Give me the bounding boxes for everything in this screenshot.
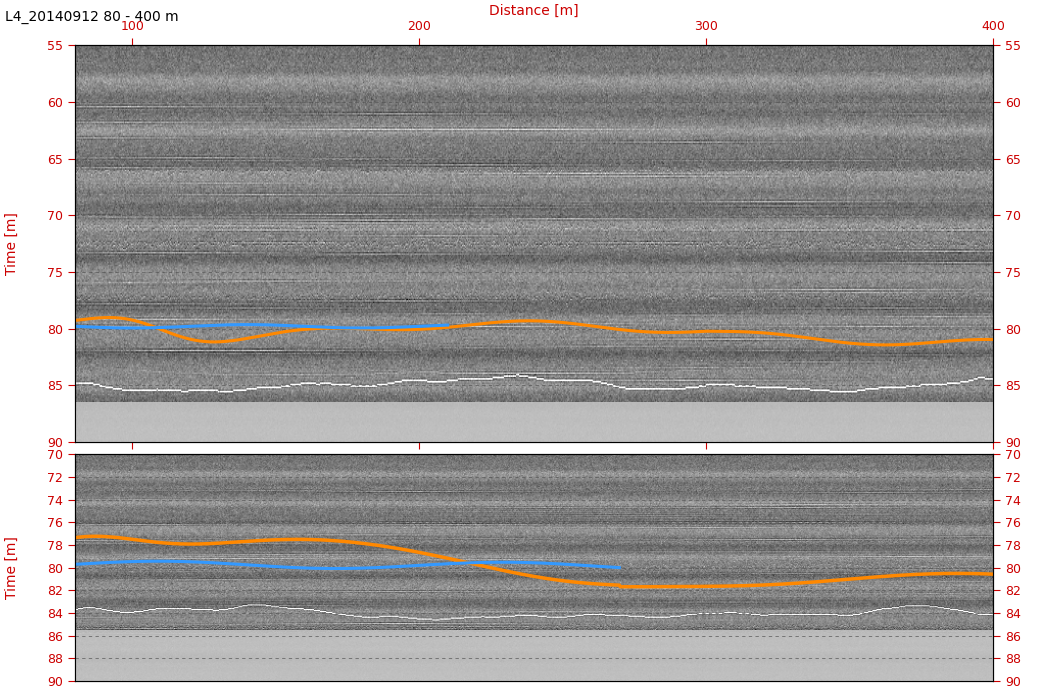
Text: L4_20140912 80 - 400 m: L4_20140912 80 - 400 m xyxy=(5,10,179,24)
Y-axis label: Time [m]: Time [m] xyxy=(5,212,20,275)
Bar xyxy=(75,630,993,681)
X-axis label: Distance [m]: Distance [m] xyxy=(489,3,579,18)
Y-axis label: Time [m]: Time [m] xyxy=(5,537,20,599)
Bar xyxy=(75,402,993,442)
